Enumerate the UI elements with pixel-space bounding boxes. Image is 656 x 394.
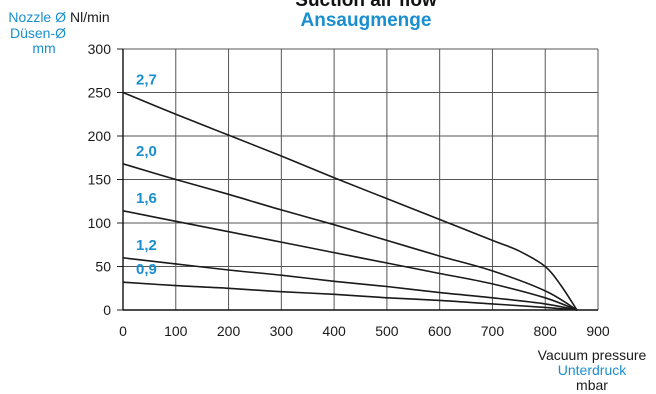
x-axis-label-de: Unterdruck	[558, 362, 627, 378]
series-line	[122, 163, 578, 311]
series-line	[122, 91, 578, 311]
grid	[123, 48, 599, 310]
y-tick-label: 300	[88, 41, 112, 57]
y-tick-label: 0	[103, 302, 111, 318]
y-tick-label: 200	[88, 128, 112, 144]
series-line	[122, 210, 578, 311]
series-labels: 2,7 2,0 1,6 1,2 0,9	[136, 72, 157, 279]
x-tick-label: 900	[586, 323, 610, 339]
x-tick-label: 800	[534, 323, 558, 339]
series-label: 1,6	[136, 190, 157, 207]
x-tick-label: 600	[428, 323, 452, 339]
x-axis-label-unit: mbar	[576, 377, 608, 393]
legend-title-line-en: Nozzle Ø	[8, 9, 66, 25]
series-label: 1,2	[136, 237, 157, 254]
x-axis-label: Vacuum pressure Unterdruck mbar	[538, 347, 647, 393]
x-tick-label: 500	[375, 323, 399, 339]
x-tick-label: 0	[119, 323, 127, 339]
chart-title-group: Suction air flow Ansaugmenge	[295, 0, 437, 31]
x-tick-label: 400	[322, 323, 346, 339]
y-tick-label: 250	[88, 85, 112, 101]
x-axis-label-en: Vacuum pressure	[538, 347, 647, 363]
y-tick-label: 50	[95, 259, 111, 275]
x-tick-labels: 0 100 200 300 400 500 600 700 800 900	[119, 323, 610, 339]
y-tick-label: 100	[88, 215, 112, 231]
chart-title: Suction air flow	[295, 0, 437, 11]
y-tick-labels: 0 50 100 150 200 250 300	[88, 41, 112, 318]
x-tick-label: 300	[270, 323, 294, 339]
chart-subtitle: Ansaugmenge	[301, 10, 432, 31]
series-line	[122, 257, 578, 311]
series-label: 2,7	[136, 72, 157, 89]
legend-title-line-de: Düsen-Ø	[10, 25, 66, 41]
x-tick-label: 700	[481, 323, 505, 339]
y-tick-label: 150	[88, 172, 112, 188]
series-lines	[122, 91, 578, 311]
x-tick-label: 200	[217, 323, 241, 339]
x-tick-label: 100	[164, 323, 188, 339]
series-label: 0,9	[136, 261, 157, 278]
series-label: 2,0	[136, 143, 157, 160]
legend-title-unit: mm	[32, 40, 55, 56]
series-line	[122, 281, 577, 311]
y-axis-label: Nl/min	[70, 9, 110, 25]
legend-title: Nozzle Ø Düsen-Ø mm	[8, 9, 66, 56]
